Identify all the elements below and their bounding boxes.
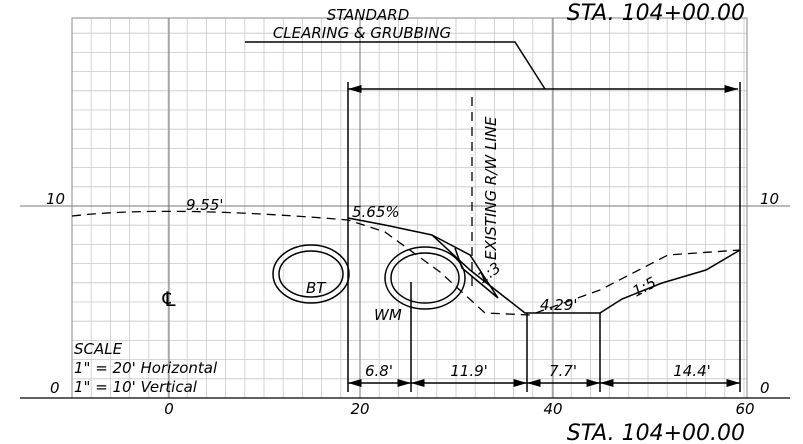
station-top: STA. 104+00.00: [567, 1, 745, 26]
annotation: WM: [374, 306, 402, 324]
station: STA. 104+00.00: [567, 421, 745, 444]
elev-label: 10: [46, 190, 65, 208]
proposed-grade: [347, 217, 741, 314]
annotation: 1:5: [629, 273, 659, 300]
grid: [71, 18, 747, 399]
elev-label: 10: [760, 190, 779, 208]
offset-label: 0: [164, 400, 174, 418]
annotation: 4.29': [540, 296, 578, 314]
scale-h: 1" = 20' Horizontal: [74, 359, 218, 377]
annotation: 9.55': [186, 196, 224, 214]
dim-label: 14.4': [673, 362, 711, 380]
centerline: ℄: [160, 287, 178, 311]
wm-outer: [384, 246, 466, 310]
offset-label: 20: [350, 400, 369, 418]
scale-title: SCALE: [74, 340, 123, 358]
wm-inner: [390, 252, 460, 304]
elev-label: 0: [760, 379, 770, 397]
annotation: 5.65%: [352, 203, 400, 221]
dim-label: 11.9': [450, 362, 488, 380]
offset-label: 40: [543, 400, 562, 418]
leader: [245, 41, 546, 90]
grid-border: [71, 17, 748, 399]
bt-outer: [272, 244, 350, 304]
elev-label: 0: [50, 379, 60, 397]
callout: CLEARING & GRUBBING: [273, 24, 451, 42]
offset-label: 60: [735, 400, 754, 418]
dim-label: 7.7': [549, 362, 577, 380]
scale-v: 1" = 10' Vertical: [74, 378, 198, 396]
callout: STANDARD: [327, 6, 410, 24]
annotation: BT: [306, 279, 327, 297]
rw-label: EXISTING R/W LINE: [482, 116, 500, 260]
bt-inner: [278, 250, 344, 298]
existing-ground: [71, 210, 741, 316]
dim-label: 6.8': [365, 362, 393, 380]
